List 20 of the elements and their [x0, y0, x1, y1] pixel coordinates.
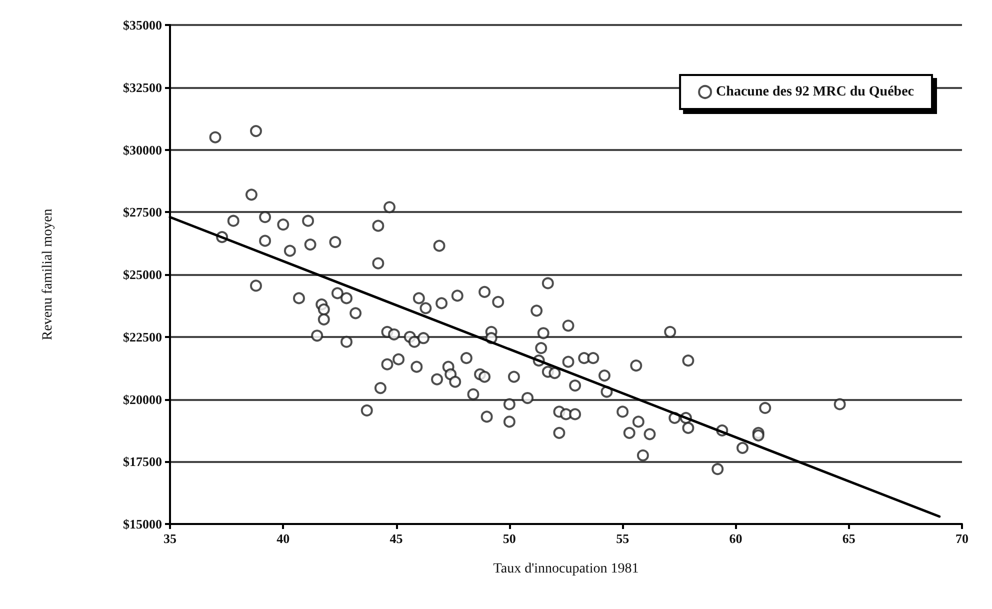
y-tick-label: $15000: [123, 516, 162, 532]
y-tick-label: $20000: [123, 392, 162, 407]
x-tick-label: 50: [502, 531, 516, 546]
x-tick-label: 55: [616, 531, 630, 546]
y-tick-label: $25000: [123, 267, 162, 282]
y-axis-title: Revenu familial moyen: [40, 208, 56, 340]
x-tick-label: 60: [729, 531, 742, 546]
x-tick-label: 65: [842, 531, 856, 546]
y-tick-label: $17500: [123, 454, 162, 470]
x-tick-label: 35: [164, 531, 177, 546]
y-tick-label: $22500: [123, 329, 162, 344]
legend-label: Chacune des 92 MRC du Québec: [716, 84, 914, 100]
y-tick-label: $30000: [123, 142, 162, 158]
x-tick-label: 45: [390, 531, 404, 546]
y-tick-label: $35000: [123, 18, 162, 32]
x-tick-label: 70: [956, 531, 968, 546]
y-tick-label: $27500: [123, 204, 162, 220]
y-tick-label: $32500: [123, 80, 162, 95]
x-axis-title: Taux d'innocupation 1981: [493, 562, 639, 576]
x-tick-label: 40: [276, 531, 290, 546]
